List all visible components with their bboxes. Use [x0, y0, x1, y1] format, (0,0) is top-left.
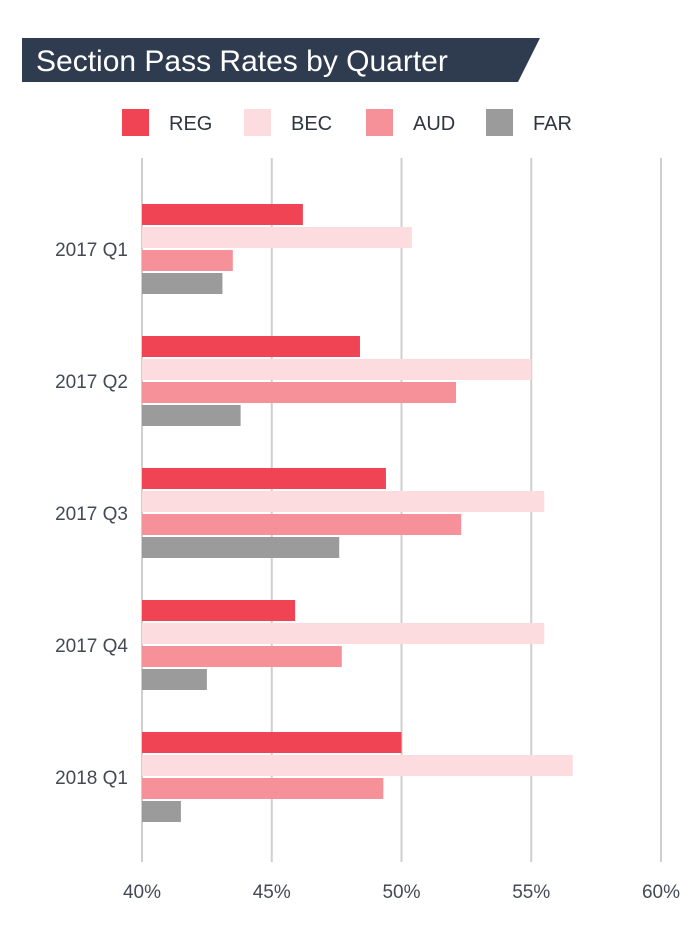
category-label: 2017 Q2	[55, 372, 128, 393]
bars	[142, 204, 573, 822]
legend-swatch-reg	[122, 109, 149, 136]
chart-title: Section Pass Rates by Quarter	[22, 38, 540, 82]
bar-far-2018-q1	[142, 801, 181, 822]
bar-bec-2017-q4	[142, 623, 545, 644]
bar-aud-2017-q2	[142, 382, 456, 403]
bar-bec-2018-q1	[142, 755, 573, 776]
bar-aud-2018-q1	[142, 778, 384, 799]
bar-bec-2017-q3	[142, 491, 545, 512]
legend: REG BEC AUD FAR	[122, 109, 572, 136]
bar-bec-2017-q1	[142, 227, 412, 248]
category-label: 2017 Q3	[55, 504, 128, 525]
bar-far-2017-q2	[142, 405, 241, 426]
legend-swatch-bec	[244, 109, 271, 136]
title-text: Section Pass Rates by Quarter	[36, 45, 448, 78]
bar-far-2017-q3	[142, 537, 340, 558]
legend-swatch-far	[486, 109, 513, 136]
x-tick-label: 50%	[382, 882, 420, 903]
legend-label-bec: BEC	[291, 113, 332, 135]
bar-reg-2017-q2	[142, 336, 360, 357]
x-tick-label: 60%	[642, 882, 680, 903]
category-labels: 2017 Q1 2017 Q2 2017 Q3 2017 Q4 2018 Q1	[55, 240, 128, 789]
bar-reg-2017-q1	[142, 204, 303, 225]
category-label: 2017 Q4	[55, 636, 128, 657]
bar-aud-2017-q4	[142, 646, 342, 667]
legend-label-far: FAR	[533, 113, 572, 135]
legend-swatch-aud	[366, 109, 393, 136]
bar-aud-2017-q3	[142, 514, 462, 535]
legend-label-reg: REG	[169, 113, 212, 135]
title-banner	[22, 38, 540, 82]
x-tick-label: 45%	[253, 882, 291, 903]
bar-reg-2017-q3	[142, 468, 386, 489]
bar-far-2017-q4	[142, 669, 207, 690]
bar-reg-2018-q1	[142, 732, 402, 753]
x-tick-label: 55%	[512, 882, 550, 903]
category-label: 2018 Q1	[55, 768, 128, 789]
bar-far-2017-q1	[142, 273, 223, 294]
x-tick-labels: 40% 45% 50% 55% 60%	[123, 882, 680, 903]
x-tick-label: 40%	[123, 882, 161, 903]
category-label: 2017 Q1	[55, 240, 128, 261]
bar-bec-2017-q2	[142, 359, 532, 380]
legend-label-aud: AUD	[413, 113, 455, 135]
bar-reg-2017-q4	[142, 600, 296, 621]
bar-aud-2017-q1	[142, 250, 233, 271]
